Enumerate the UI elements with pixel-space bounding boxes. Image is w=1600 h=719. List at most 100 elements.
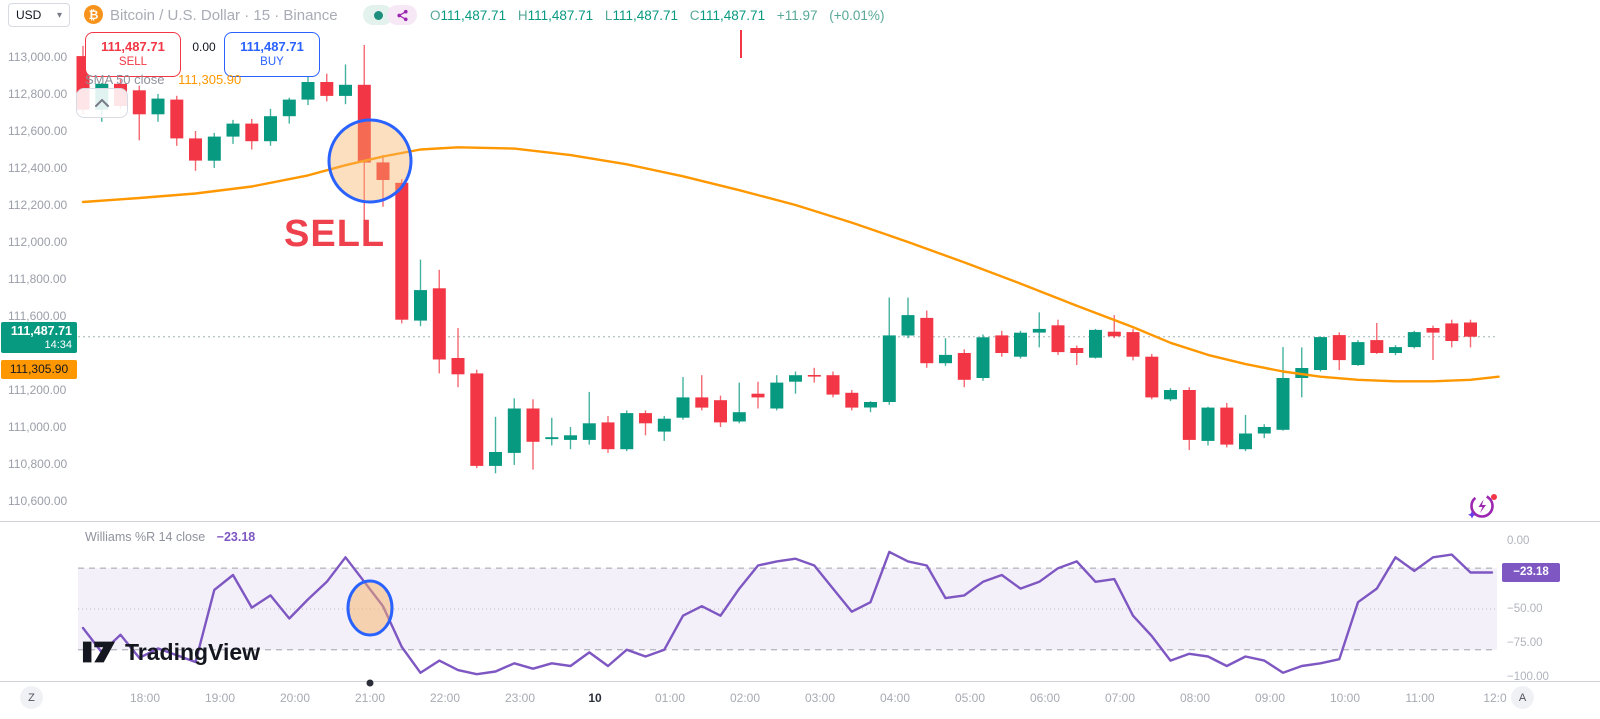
candle-body[interactable]: [1426, 328, 1440, 333]
candle-body[interactable]: [732, 412, 746, 422]
candle-body[interactable]: [245, 123, 259, 142]
sma-legend[interactable]: SMA 50 close 111,305.90: [85, 72, 241, 87]
candle-body[interactable]: [1351, 342, 1365, 365]
candle-body[interactable]: [1257, 427, 1271, 434]
candle-body[interactable]: [301, 82, 315, 100]
timezone-button[interactable]: Z: [20, 686, 43, 709]
candle-body[interactable]: [639, 413, 652, 424]
candle-body[interactable]: [1070, 348, 1084, 353]
drawing-anchor-dot[interactable]: [366, 679, 374, 687]
candle-body[interactable]: [489, 452, 502, 466]
candle-body[interactable]: [226, 123, 240, 137]
buy-button[interactable]: 111,487.71 BUY: [224, 32, 320, 77]
currency-dropdown[interactable]: USD ▾: [8, 3, 70, 27]
candle-body[interactable]: [1445, 323, 1459, 341]
candle-body[interactable]: [132, 90, 146, 115]
candle-body[interactable]: [189, 138, 202, 161]
candle-body[interactable]: [526, 408, 540, 442]
candle-body[interactable]: [170, 99, 184, 139]
sell-signal-circle[interactable]: [327, 118, 413, 204]
price-axis-label: 113,000.00: [8, 50, 68, 64]
candle-body[interactable]: [601, 422, 615, 450]
candle-body[interactable]: [1220, 407, 1234, 445]
market-status-pill[interactable]: [363, 5, 393, 25]
candle-body[interactable]: [770, 382, 784, 409]
candle-body[interactable]: [264, 116, 277, 142]
change-percent: (+0.01%): [829, 8, 885, 23]
sell-button[interactable]: 111,487.71 SELL: [85, 32, 181, 77]
candle-body[interactable]: [1014, 332, 1027, 357]
williams-line[interactable]: [81, 550, 1494, 676]
price-axis-label: 111,600.00: [8, 309, 67, 323]
candle-body[interactable]: [657, 418, 671, 432]
williams-signal-circle[interactable]: [346, 579, 394, 637]
candle-body[interactable]: [414, 290, 427, 321]
tradingview-logo-icon: [82, 641, 116, 663]
candle-body[interactable]: [676, 397, 690, 418]
price-axis-label: 111,800.00: [8, 272, 67, 286]
candle-body[interactable]: [564, 435, 577, 440]
symbol-title[interactable]: Bitcoin / U.S. Dollar · 15 · Binance: [110, 7, 338, 24]
candle-body[interactable]: [939, 354, 952, 364]
candle-body[interactable]: [1201, 407, 1215, 441]
candle-body[interactable]: [1332, 335, 1346, 361]
candle-body[interactable]: [1089, 329, 1102, 358]
candle-body[interactable]: [845, 392, 859, 408]
candle-body[interactable]: [864, 402, 877, 408]
candle-body[interactable]: [545, 437, 559, 440]
candle-body[interactable]: [1107, 331, 1121, 337]
candle-body[interactable]: [1051, 325, 1065, 353]
candle-body[interactable]: [507, 408, 521, 453]
candle-body[interactable]: [714, 400, 727, 423]
symbol-status-pills: [363, 5, 417, 25]
bitcoin-icon: ₿: [84, 5, 103, 24]
candle-body[interactable]: [207, 136, 221, 161]
candle-body[interactable]: [826, 375, 840, 395]
ideas-lightning-icon[interactable]: [1465, 490, 1499, 520]
candle-body[interactable]: [620, 413, 634, 450]
collapse-trade-panel-button[interactable]: [76, 88, 128, 118]
candle-body[interactable]: [789, 375, 802, 382]
candle-body[interactable]: [451, 358, 465, 375]
candle-body[interactable]: [357, 84, 371, 163]
candle-body[interactable]: [1164, 390, 1177, 400]
sma50-line[interactable]: [81, 146, 1500, 383]
candle-body[interactable]: [339, 84, 352, 96]
chevron-down-icon: ▾: [56, 9, 62, 21]
candle-body[interactable]: [751, 393, 765, 398]
candle-body[interactable]: [1314, 337, 1327, 370]
candle-body[interactable]: [995, 335, 1009, 353]
candle-body[interactable]: [282, 99, 296, 117]
candle-body[interactable]: [901, 315, 915, 336]
candle-body[interactable]: [1032, 328, 1046, 333]
candle-body[interactable]: [1389, 347, 1402, 353]
candle-body[interactable]: [1464, 322, 1477, 337]
candle-body[interactable]: [1239, 433, 1252, 450]
candle-body[interactable]: [470, 373, 484, 466]
candle-body[interactable]: [1126, 332, 1140, 357]
indicator-legend[interactable]: Williams %R 14 close −23.18: [85, 530, 255, 544]
candle-body[interactable]: [1407, 332, 1421, 348]
candle-body[interactable]: [1370, 340, 1384, 353]
share-pill[interactable]: [387, 5, 417, 25]
candle-body[interactable]: [582, 423, 596, 440]
candle-body[interactable]: [376, 162, 390, 180]
candle-body[interactable]: [882, 335, 896, 402]
time-axis-label: 05:00: [954, 691, 986, 705]
candle-body[interactable]: [1182, 390, 1196, 440]
candle-body[interactable]: [976, 337, 990, 378]
candle-body[interactable]: [432, 288, 446, 360]
candle-body[interactable]: [807, 375, 821, 377]
candle-body[interactable]: [695, 397, 709, 408]
candle-body[interactable]: [320, 82, 334, 96]
sell-text-annotation[interactable]: SELL: [284, 213, 386, 255]
candle-body[interactable]: [1276, 378, 1290, 430]
candle-body[interactable]: [151, 98, 165, 115]
autoscale-button[interactable]: A: [1511, 686, 1534, 709]
candle-body[interactable]: [395, 182, 409, 320]
ohlc-readout: O111,487.71 H111,487.71 L111,487.71 C111…: [430, 8, 885, 23]
candle-body[interactable]: [1145, 356, 1159, 398]
candle-body[interactable]: [957, 353, 971, 380]
candle-body[interactable]: [920, 317, 934, 364]
